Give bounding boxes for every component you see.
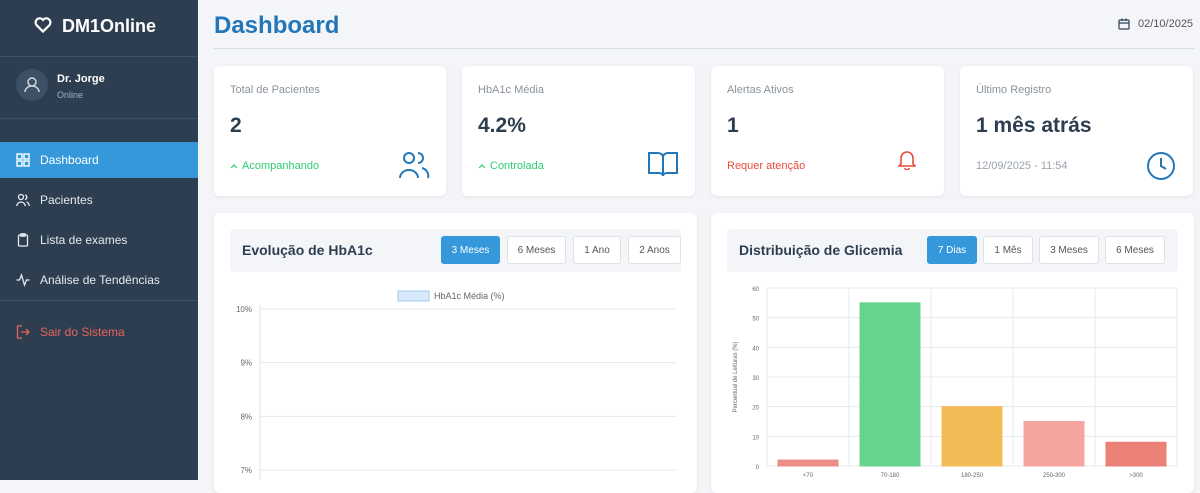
chart-title: Distribuição de Glicemia (739, 242, 903, 258)
range-button[interactable]: 6 Meses (507, 236, 566, 264)
chart-panel: Evolução de HbA1c 3 Meses 6 Meses 1 Ano … (214, 213, 697, 493)
nav-label: Lista de exames (40, 233, 128, 247)
bar (1023, 421, 1085, 467)
nav-label: Dashboard (40, 153, 99, 167)
book-icon (648, 152, 678, 177)
users-icon (399, 152, 430, 179)
card-label: Alertas Ativos (727, 84, 794, 96)
x-tick-label: 250-300 (1043, 473, 1066, 479)
x-tick-label: <70 (803, 473, 814, 479)
chart-title: Evolução de HbA1c (242, 242, 373, 258)
x-tick-label: 70-180 (881, 473, 900, 479)
divider (0, 300, 198, 301)
page-title: Dashboard (214, 12, 340, 39)
clock-icon (1147, 152, 1175, 180)
chart-panel: Distribuição de Glicemia 7 Dias 1 Mês 3 … (711, 213, 1194, 493)
calendar-icon (1118, 18, 1130, 30)
y-tick-label: 20 (752, 406, 759, 412)
range-button[interactable]: 1 Mês (983, 236, 1033, 264)
range-button[interactable]: 3 Meses (441, 236, 500, 264)
bar (941, 406, 1003, 467)
card-label: Último Registro (976, 84, 1052, 96)
y-axis-label: Percentual de Leituras (%) (733, 341, 739, 412)
nav-label: Análise de Tendências (40, 273, 160, 287)
divider (0, 118, 198, 119)
legend-label: HbA1c Média (%) (434, 291, 505, 301)
range-button[interactable]: 7 Dias (927, 236, 977, 264)
charts-layer: 10% 9% 8% 7% HbA1c Média (%) 0 10 20 30 40 50 60 Per… (236, 287, 1178, 480)
y-tick-label: 30 (752, 376, 759, 382)
x-tick-label: 180-250 (961, 473, 984, 479)
y-tick-label: 60 (752, 287, 759, 293)
divider (0, 56, 198, 57)
nav-item[interactable]: Pacientes (0, 182, 198, 218)
card-label: Total de Pacientes (230, 84, 320, 96)
logo-icon (34, 17, 52, 33)
card-note: Requer atenção (727, 160, 805, 172)
card-note: 12/09/2025 - 11:54 (976, 160, 1068, 172)
date: 02/10/2025 (1138, 18, 1194, 30)
stat-card: Total de Pacientes 2 Acompanhando (214, 66, 446, 196)
card-note-text: 12/09/2025 - 11:54 (976, 160, 1068, 172)
range-button[interactable]: 1 Ano (573, 236, 621, 264)
y-tick-label: 40 (752, 346, 759, 352)
logout[interactable]: Sair do Sistema (0, 314, 198, 350)
y-tick-label: 50 (752, 317, 759, 323)
logout-label: Sair do Sistema (40, 325, 125, 339)
card-note-text: Requer atenção (727, 160, 806, 172)
chart-header: Distribuição de Glicemia 7 Dias 1 Mês 3 … (727, 229, 1178, 272)
bar (777, 459, 839, 467)
nav-item[interactable]: Dashboard (0, 142, 198, 178)
range-button[interactable]: 3 Meses (1039, 236, 1099, 264)
card-value: 4.2% (478, 114, 526, 137)
stat-card: HbA1c Média 4.2% Controlada (462, 66, 695, 196)
nav-item[interactable]: Análise de Tendências (0, 262, 198, 298)
y-tick-label: 7% (240, 466, 252, 475)
nav-label: Pacientes (40, 193, 93, 207)
card-value: 2 (230, 114, 242, 137)
y-tick-label: 0 (756, 465, 760, 471)
card-value: 1 mês atrás (976, 114, 1092, 137)
legend-swatch (397, 290, 430, 302)
range-button[interactable]: 2 Anos (628, 236, 681, 264)
y-tick-label: 8% (240, 412, 252, 421)
card-note-text: Controlada (490, 160, 544, 172)
card-note-text: Acompanhando (242, 160, 320, 172)
user-status: Online (57, 90, 84, 100)
bar (859, 302, 921, 467)
stat-card: Alertas Ativos 1 Requer atenção (711, 66, 944, 196)
range-button[interactable]: 6 Meses (1105, 236, 1165, 264)
bar (1105, 441, 1167, 467)
divider (214, 48, 1194, 49)
y-tick-label: 10 (752, 435, 759, 441)
avatar (16, 69, 48, 101)
chart-header: Evolução de HbA1c 3 Meses 6 Meses 1 Ano … (230, 229, 681, 272)
y-tick-label: 9% (240, 359, 252, 368)
y-tick-label: 10% (236, 305, 252, 314)
nav-item[interactable]: Lista de exames (0, 222, 198, 258)
bell-icon (898, 151, 916, 170)
card-value: 1 (727, 114, 739, 137)
sidebar: DM1Online Dr. Jorge Online Dashboard Pac… (0, 0, 198, 480)
x-tick-label: >300 (1129, 473, 1143, 479)
card-label: HbA1c Média (478, 84, 545, 96)
card-note: Acompanhando (230, 160, 319, 172)
user-name: Dr. Jorge (57, 73, 105, 85)
brand: DM1Online (62, 16, 157, 36)
stat-card: Último Registro 1 mês atrás 12/09/2025 -… (960, 66, 1193, 196)
card-note: Controlada (478, 160, 544, 172)
